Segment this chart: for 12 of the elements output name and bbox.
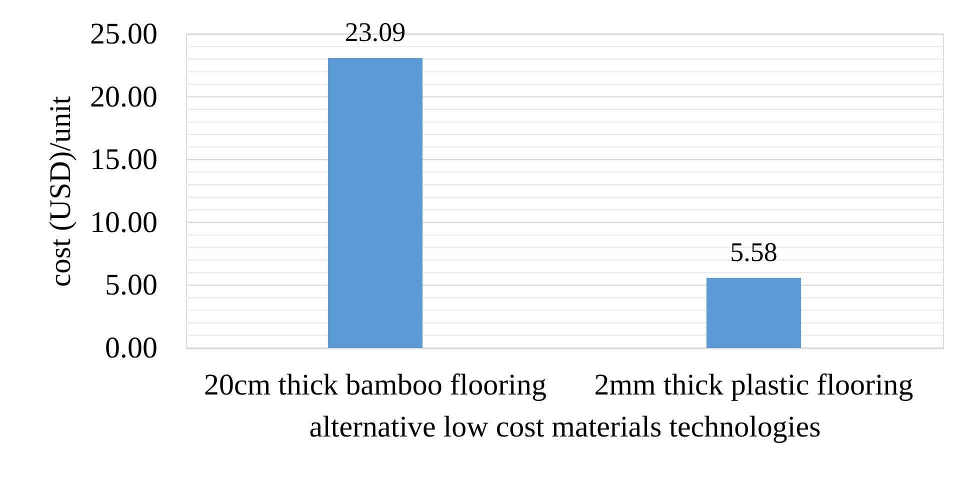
y-tick-label: 15.00 <box>90 143 158 176</box>
x-axis-title: alternative low cost materials technologies <box>309 410 821 444</box>
y-tick-label: 20.00 <box>90 80 158 114</box>
y-tick-label: 25.00 <box>90 18 158 50</box>
y-tick-label: 5.00 <box>105 268 158 302</box>
x-tick-label: 20cm thick bamboo flooring <box>204 368 546 402</box>
x-tick-label: 2mm thick plastic flooring <box>594 368 914 402</box>
y-tick-label: 0.00 <box>105 332 158 364</box>
y-axis-title: cost (USD)/unit <box>44 95 77 287</box>
data-label: 23.09 <box>344 16 406 47</box>
data-label: 5.58 <box>730 236 778 267</box>
y-tick-label: 10.00 <box>90 206 158 239</box>
